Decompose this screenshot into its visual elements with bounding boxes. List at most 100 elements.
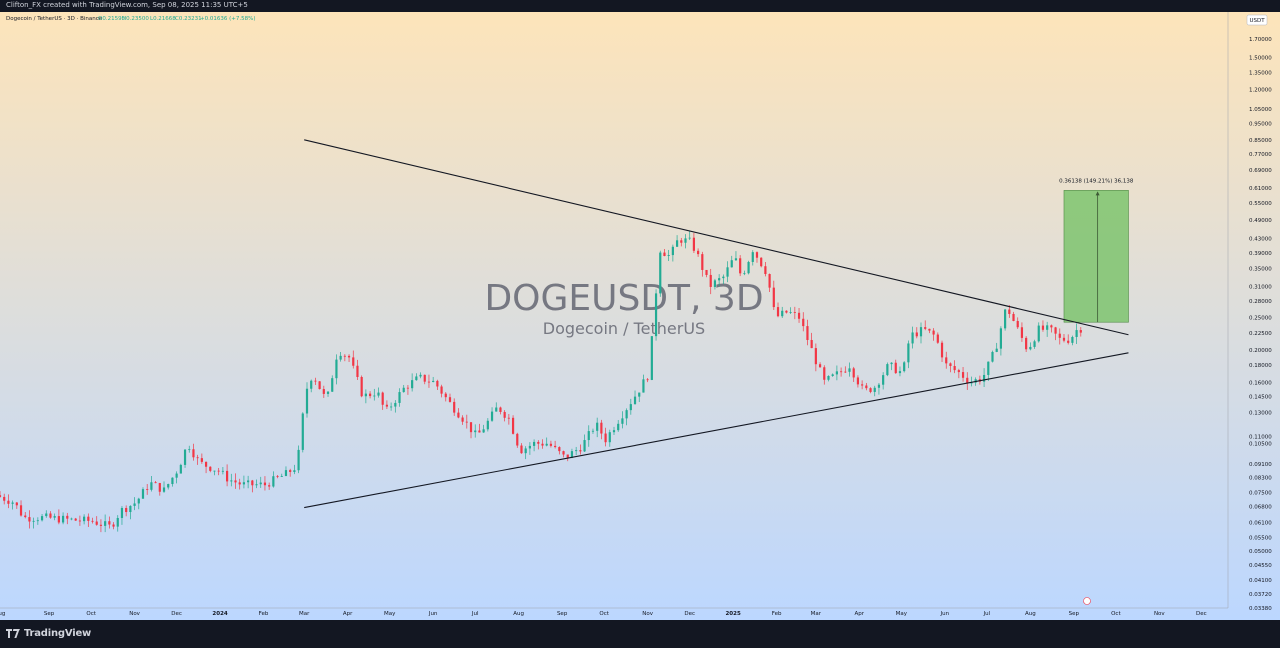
- candle-body: [36, 520, 39, 522]
- candle-body: [179, 464, 182, 474]
- candle-body: [284, 470, 288, 476]
- candle-body: [945, 357, 948, 364]
- price-range-measure[interactable]: 0.36138 (149.21%) 36,138: [1059, 178, 1134, 323]
- candle-body: [112, 524, 115, 527]
- time-tick-label: May: [896, 611, 908, 617]
- currency-badge-box[interactable]: [1246, 14, 1268, 26]
- candle-body: [953, 366, 956, 371]
- price-tick-label: 0.18000: [1249, 363, 1272, 369]
- candle-body: [66, 515, 69, 519]
- candle-body: [120, 508, 124, 518]
- candle-body: [461, 417, 464, 422]
- candle-body: [1054, 327, 1057, 334]
- time-tick-label: Apr: [855, 611, 865, 617]
- candle-body: [781, 310, 784, 317]
- candle-body: [625, 410, 628, 419]
- time-tick-label: Jul: [983, 611, 991, 617]
- candle-body: [432, 380, 435, 382]
- candle-body: [566, 454, 569, 458]
- candle-body: [814, 348, 817, 365]
- time-axis[interactable]: Aug Sep Oct Nov Dec 2024 Feb Mar Apr May Jun Jul Aug…: [0, 607, 1228, 617]
- trendline-upper[interactable]: [304, 139, 1129, 336]
- candle-body: [894, 362, 897, 374]
- candle-body: [495, 407, 498, 412]
- candle-body: [524, 448, 527, 454]
- measure-arrow-head: [1095, 191, 1100, 196]
- candle-body: [802, 318, 805, 327]
- candle-body: [427, 381, 431, 383]
- candle-body: [406, 387, 410, 389]
- candle-body: [482, 429, 485, 433]
- candle-body: [453, 401, 456, 413]
- candle-body: [982, 374, 986, 382]
- events-flag[interactable]: [1083, 597, 1091, 605]
- time-tick-label: Aug: [513, 611, 524, 617]
- candle-body: [57, 516, 60, 523]
- price-tick-label: 0.25000: [1249, 315, 1272, 321]
- candle-body: [448, 397, 452, 402]
- price-tick-label: 0.61000: [1249, 186, 1272, 192]
- chart-canvas[interactable]: DOGEUSDT, 3D Dogecoin / TetherUS 0.36138…: [0, 12, 1280, 620]
- price-tick-label: 1.70000: [1249, 37, 1272, 43]
- legend-open: O0.21595: [98, 16, 126, 22]
- candle-body: [305, 388, 309, 414]
- legend-high: H0.23500: [122, 16, 149, 22]
- event-marker-icon[interactable]: [1083, 597, 1091, 605]
- candle-body: [436, 380, 439, 387]
- price-tick-label: 0.85000: [1249, 138, 1272, 144]
- candle-body: [326, 391, 330, 394]
- candle-body: [558, 447, 561, 452]
- candle-body: [368, 393, 372, 397]
- time-tick-label: Jul: [471, 611, 479, 617]
- time-tick-label: 2025: [725, 611, 740, 617]
- candle-body: [907, 343, 910, 363]
- candle-body: [280, 475, 283, 477]
- candle-body: [1004, 309, 1007, 329]
- price-tick-label: 0.95000: [1249, 122, 1272, 128]
- candle-body: [150, 482, 153, 490]
- measure-box[interactable]: [1063, 190, 1129, 323]
- candle-body: [823, 367, 826, 380]
- candle-body: [242, 482, 246, 485]
- price-tick-label: 1.50000: [1249, 55, 1272, 61]
- candle-body: [520, 445, 523, 454]
- price-tick-label: 0.05500: [1249, 535, 1272, 541]
- candle-body: [40, 516, 44, 521]
- candle-body: [129, 505, 132, 513]
- trendlines[interactable]: [304, 139, 1129, 509]
- price-axis[interactable]: 1.70000 1.50000 1.35000 1.20000 1.05000 0.950…: [1227, 12, 1272, 612]
- candle-body: [217, 470, 220, 472]
- candle-body: [171, 477, 174, 485]
- candle-body: [188, 449, 191, 451]
- candle-body: [24, 515, 27, 518]
- candle-body: [797, 312, 801, 319]
- candle-body: [903, 362, 906, 372]
- candle-body: [562, 451, 565, 455]
- candle-body: [806, 326, 809, 340]
- candle-body: [848, 368, 851, 372]
- candle-body: [835, 371, 838, 375]
- candle-body: [764, 266, 767, 275]
- tradingview-logo[interactable]: TradingView: [6, 628, 91, 639]
- candle-body: [99, 524, 103, 526]
- candle-body: [654, 293, 658, 337]
- candle-body: [709, 274, 712, 287]
- candle-body: [549, 443, 553, 446]
- candle-body: [125, 508, 128, 513]
- price-tick-label: 0.03720: [1249, 592, 1272, 598]
- candle-body: [183, 449, 187, 465]
- candle-body: [1029, 346, 1032, 350]
- candle-body: [45, 513, 48, 517]
- candle-body: [818, 364, 822, 368]
- currency-badge[interactable]: USDT: [1246, 14, 1268, 26]
- candle-body: [760, 257, 763, 267]
- time-tick-label: Dec: [171, 611, 182, 617]
- candle-body: [831, 374, 834, 376]
- time-tick-label: Feb: [259, 611, 269, 617]
- trendline-lower[interactable]: [304, 352, 1129, 509]
- candle-body: [486, 420, 489, 430]
- candle-body: [675, 240, 679, 247]
- candle-body: [162, 487, 166, 492]
- candle-body: [116, 517, 119, 527]
